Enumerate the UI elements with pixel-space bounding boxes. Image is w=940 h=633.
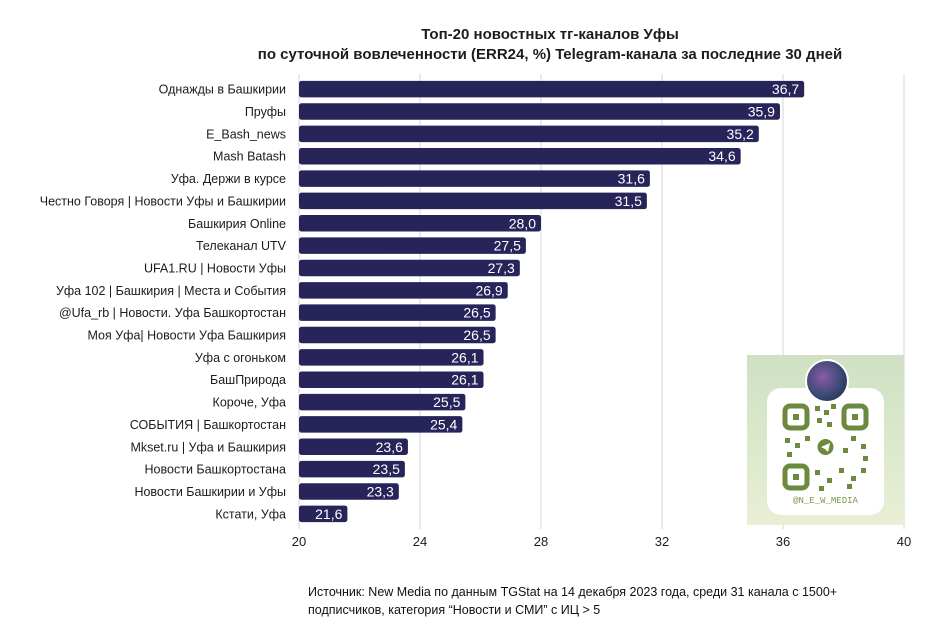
bar [299, 371, 484, 388]
category-label: Телеканал UTV [196, 239, 287, 253]
bar [299, 438, 408, 456]
channel-avatar [805, 359, 849, 403]
bar-value-label: 35,2 [727, 126, 754, 142]
chart-title: Топ-20 новостных тг-каналов Уфы по суточ… [0, 25, 940, 65]
bar [299, 215, 541, 232]
chart-title-line2: по суточной вовлеченности (ERR24, %) Tel… [257, 46, 843, 63]
bar-value-label: 26,1 [451, 372, 478, 388]
bar-value-label: 36,7 [772, 81, 799, 97]
bar [299, 326, 496, 344]
bar [299, 460, 405, 478]
category-label: Моя Уфа| Новости Уфа Башкирия [88, 329, 287, 343]
qr-code-panel [767, 388, 884, 515]
x-tick-label: 28 [534, 534, 548, 549]
source-note: Источник: New Media по данным TGStat на … [308, 585, 838, 617]
bar [299, 393, 466, 411]
bar-value-label: 23,3 [367, 483, 394, 499]
bar [299, 349, 484, 366]
bar [299, 170, 650, 187]
x-tick-label: 24 [413, 534, 427, 549]
bar-value-label: 26,1 [451, 349, 478, 365]
x-tick-label: 20 [292, 534, 306, 549]
bar [299, 259, 520, 277]
bar-value-label: 23,5 [373, 461, 400, 477]
category-label: Mkset.ru | Уфа и Башкирия [130, 440, 286, 454]
category-label: Башкирия Online [188, 217, 286, 231]
category-label: UFA1.RU | Новости Уфы [144, 261, 286, 275]
category-label: Пруфы [245, 105, 286, 119]
bar [299, 282, 508, 299]
category-label: СОБЫТИЯ | Башкортостан [130, 418, 286, 432]
bar-value-label: 25,4 [430, 416, 457, 432]
bar-value-label: 28,0 [509, 215, 536, 231]
bar-value-label: 26,5 [463, 305, 490, 321]
category-label: @Ufa_rb | Новости. Уфа Башкортостан [59, 306, 286, 320]
bar [299, 147, 741, 165]
bar [299, 505, 348, 523]
category-label: Кстати, Уфа [215, 507, 286, 521]
bar [299, 80, 805, 98]
category-label: Уфа 102 | Башкирия | Места и События [56, 284, 286, 298]
x-tick-label: 40 [897, 534, 911, 549]
category-label: Уфа. Держи в курсе [171, 172, 286, 186]
x-tick-label: 32 [655, 534, 669, 549]
bar-value-label: 31,5 [615, 193, 642, 209]
qr-handle-label: @N_E_W_MEDIA [793, 496, 858, 506]
bar [299, 103, 780, 120]
category-label: E_Bash_news [206, 127, 286, 141]
bar [299, 237, 526, 254]
chart-title-line1: Топ-20 новостных тг-каналов Уфы [421, 26, 679, 43]
bar [299, 304, 496, 321]
bar-value-label: 27,5 [494, 238, 521, 254]
bar-value-label: 35,9 [748, 104, 775, 120]
category-label: Честно Говоря | Новости Уфы и Башкирии [40, 194, 286, 208]
bar-value-label: 23,6 [376, 439, 403, 455]
bar-value-label: 26,5 [463, 327, 490, 343]
bar [299, 416, 463, 433]
bar-value-label: 25,5 [433, 394, 460, 410]
bar-value-label: 27,3 [488, 260, 515, 276]
bar [299, 125, 759, 143]
x-tick-label: 36 [776, 534, 790, 549]
bar-value-label: 21,6 [315, 506, 342, 522]
category-label: Короче, Уфа [213, 396, 286, 410]
bar-value-label: 34,6 [708, 148, 735, 164]
qr-code-card: @N_E_W_MEDIA [747, 355, 904, 525]
bar [299, 192, 647, 210]
category-label: Однажды в Башкирии [159, 83, 286, 97]
bar [299, 483, 399, 500]
category-label: Mash Batash [213, 150, 286, 164]
bar-value-label: 26,9 [475, 282, 502, 298]
qr-code-icon [782, 403, 869, 491]
category-label: Новости Башкортостана [145, 463, 287, 477]
category-label: Новости Башкирии и Уфы [134, 485, 286, 499]
category-label: БашПрирода [210, 373, 286, 387]
category-label: Уфа с огоньком [195, 351, 286, 365]
bar-value-label: 31,6 [618, 171, 645, 187]
